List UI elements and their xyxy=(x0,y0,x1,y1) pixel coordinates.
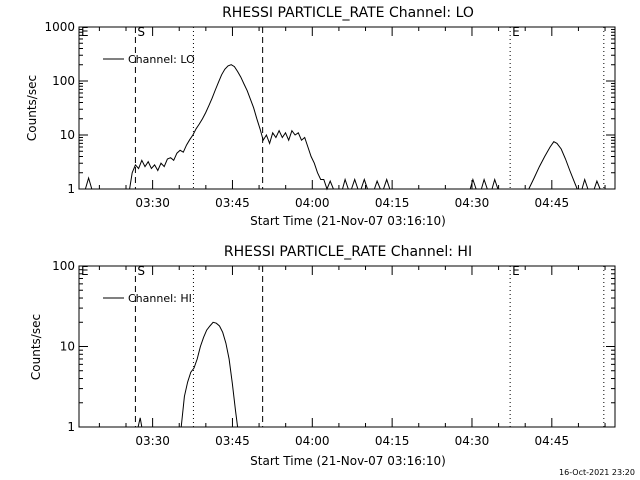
series-line xyxy=(84,64,601,191)
corner-label: E xyxy=(81,264,89,278)
x-axis-label: Start Time (21-Nov-07 03:16:10) xyxy=(250,454,446,468)
x-tick-label: 04:45 xyxy=(535,434,570,448)
y-tick-label: 10 xyxy=(60,340,75,354)
legend: Channel: LO xyxy=(103,53,195,66)
legend-label: Channel: HI xyxy=(128,292,192,305)
chart-title: RHESSI PARTICLE_RATE Channel: HI xyxy=(224,244,472,260)
marker-label: S xyxy=(137,264,145,278)
y-tick-label: 1 xyxy=(67,420,75,434)
y-tick-label: 100 xyxy=(52,259,75,273)
axis-ticks: 03:30 03:45 04:00 04:15 04:30 04:45 1 10 100 1000 xyxy=(44,20,615,210)
x-tick-label: 03:30 xyxy=(135,196,170,210)
marker-label: E xyxy=(512,25,520,39)
x-tick-label: 04:15 xyxy=(375,196,410,210)
y-axis-label: Counts/sec xyxy=(29,314,43,380)
time-markers: S EE xyxy=(81,25,605,189)
x-tick-label: 03:30 xyxy=(135,434,170,448)
y-tick-label: 100 xyxy=(52,74,75,88)
x-axis-label: Start Time (21-Nov-07 03:16:10) xyxy=(250,214,446,228)
x-tick-label: 03:45 xyxy=(215,196,250,210)
legend-label: Channel: LO xyxy=(128,53,195,66)
x-tick-label: 04:00 xyxy=(295,434,330,448)
x-tick-label: 04:30 xyxy=(455,196,490,210)
series-line xyxy=(137,321,239,428)
chart-title: RHESSI PARTICLE_RATE Channel: LO xyxy=(222,5,474,21)
data-series xyxy=(137,321,239,428)
legend: Channel: HI xyxy=(103,292,192,305)
x-tick-label: 04:15 xyxy=(375,434,410,448)
timestamp: 16-Oct-2021 23:20 xyxy=(559,468,635,477)
x-tick-label: 03:45 xyxy=(215,434,250,448)
y-tick-label: 1 xyxy=(67,182,75,196)
corner-label: E xyxy=(81,25,89,39)
x-tick-label: 04:00 xyxy=(295,196,330,210)
marker-label: S xyxy=(137,25,145,39)
y-tick-label: 10 xyxy=(60,128,75,142)
plot-frame xyxy=(78,26,616,190)
lo-channel-panel: RHESSI PARTICLE_RATE Channel: LO Start T… xyxy=(25,5,616,228)
x-tick-label: 04:30 xyxy=(455,434,490,448)
hi-channel-panel: RHESSI PARTICLE_RATE Channel: HI Start T… xyxy=(29,244,616,468)
axis-ticks: 03:30 03:45 04:00 04:15 04:30 04:45 1 10 100 xyxy=(52,259,615,448)
x-tick-label: 04:45 xyxy=(535,196,570,210)
y-tick-label: 1000 xyxy=(44,20,75,34)
data-series xyxy=(84,64,601,191)
marker-label: E xyxy=(512,264,520,278)
y-axis-label: Counts/sec xyxy=(25,75,39,141)
time-markers: S EE xyxy=(81,264,605,427)
